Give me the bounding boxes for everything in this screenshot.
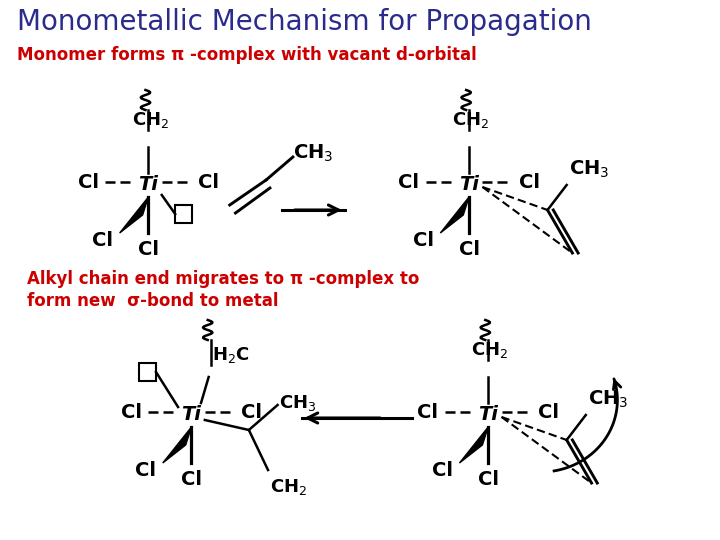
Text: Cl: Cl [92,231,113,249]
Text: CH$_2$: CH$_2$ [270,477,307,497]
Text: Monometallic Mechanism for Propagation: Monometallic Mechanism for Propagation [17,8,592,36]
Text: form new  σ-bond to metal: form new σ-bond to metal [27,292,279,310]
Text: Cl: Cl [413,231,433,249]
Polygon shape [163,427,192,463]
Text: Cl: Cl [135,461,156,480]
Text: CH$_3$: CH$_3$ [279,393,317,413]
Text: Cl: Cl [398,172,419,192]
Bar [139,363,156,381]
Text: Cl: Cl [198,172,219,192]
Text: Ti: Ti [138,176,158,194]
Text: Cl: Cl [181,470,202,489]
Text: Ti: Ti [478,406,498,424]
Text: H$_2$C: H$_2$C [212,345,251,365]
Text: CH$_3$: CH$_3$ [293,143,333,164]
Polygon shape [459,427,488,463]
Text: Cl: Cl [459,240,480,259]
Text: Cl: Cl [418,402,438,422]
Text: Ti: Ti [459,176,479,194]
Text: CH$_2$: CH$_2$ [132,110,169,130]
Text: CH$_3$: CH$_3$ [588,389,628,410]
Text: Monomer forms π -complex with vacant d-orbital: Monomer forms π -complex with vacant d-o… [17,46,477,64]
Text: Cl: Cl [538,402,559,422]
Text: CH$_2$: CH$_2$ [452,110,490,130]
Bar [175,205,192,223]
Polygon shape [120,197,148,233]
Polygon shape [441,197,469,233]
Text: Cl: Cl [78,172,99,192]
Text: Alkyl chain end migrates to π -complex to: Alkyl chain end migrates to π -complex t… [27,270,419,288]
Text: CH$_3$: CH$_3$ [569,159,609,180]
Text: Cl: Cl [519,172,540,192]
Text: CH$_2$: CH$_2$ [472,340,508,360]
Text: Cl: Cl [241,402,262,422]
Text: Cl: Cl [432,461,453,480]
Text: Ti: Ti [181,406,202,424]
Text: Cl: Cl [121,402,142,422]
Text: Cl: Cl [138,240,159,259]
Text: Cl: Cl [477,470,499,489]
